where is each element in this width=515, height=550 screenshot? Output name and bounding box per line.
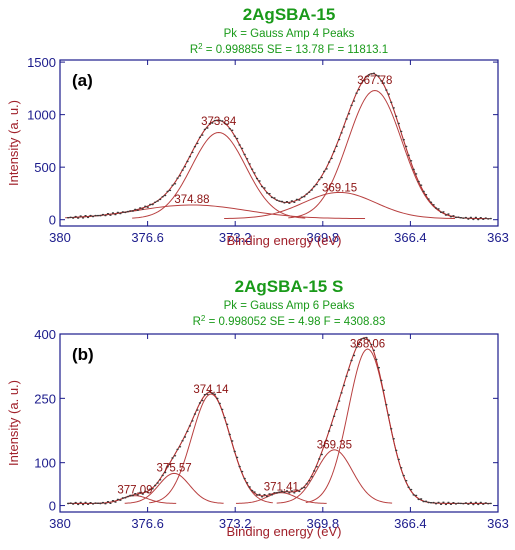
fit-statistics: R2 = 0.998855 SE = 13.78 F = 11813.1 [190, 42, 388, 57]
x-tick-label: 366.4 [394, 516, 427, 531]
y-tick-label: 500 [34, 160, 56, 175]
component-peak-curve [132, 131, 306, 219]
peak-label: 368.06 [350, 339, 385, 351]
peak-label: 377.09 [117, 485, 152, 497]
peak-label: 373.84 [201, 116, 237, 128]
peak-label: 374.14 [193, 384, 229, 396]
peak-label: 369.15 [322, 182, 357, 194]
y-tick-label: 250 [34, 391, 56, 406]
panel-label: (a) [72, 71, 93, 90]
x-tick-label: 376.6 [131, 230, 164, 245]
component-peak-curve [149, 393, 273, 504]
x-tick-label: 369.8 [307, 516, 340, 531]
raw-data-points [67, 336, 492, 506]
y-tick-label: 100 [34, 456, 56, 471]
x-tick-label: 373.2 [219, 230, 252, 245]
component-peak-curve [305, 348, 430, 503]
y-tick-label: 0 [49, 213, 56, 228]
panel-label: (b) [72, 345, 94, 364]
component-peak-curve [124, 472, 224, 504]
y-tick-label: 0 [49, 499, 56, 514]
raw-data-points [67, 72, 492, 221]
component-peak-curve [65, 204, 366, 220]
peak-label: 374.88 [174, 194, 209, 206]
component-peak-curve [224, 191, 455, 219]
x-tick-label: 369.8 [307, 230, 340, 245]
plot-frame [59, 333, 499, 513]
x-tick-label: 373.2 [219, 516, 252, 531]
y-tick-label: 400 [34, 327, 56, 342]
y-axis-label: Intensity (a. u.) [6, 100, 21, 186]
component-peak-curve [235, 492, 327, 504]
peak-label: 367.78 [357, 75, 392, 87]
x-tick-label: 380 [49, 516, 71, 531]
y-axis-label: Intensity (a. u.) [6, 380, 21, 466]
x-tick-label: 380 [49, 230, 71, 245]
x-tick-label: 363 [487, 516, 509, 531]
chart-title: 2AgSBA-15 [243, 5, 336, 24]
peak-label: 371.41 [264, 482, 299, 494]
envelope-fit-curve [67, 337, 491, 504]
component-peak-curve [276, 449, 393, 504]
y-tick-label: 1500 [27, 55, 56, 70]
y-tick-label: 1000 [27, 108, 56, 123]
plot-frame [59, 59, 499, 227]
envelope-fit-curve [67, 73, 491, 220]
peak-label: 375.57 [157, 462, 192, 474]
peak-label: 369.35 [317, 440, 352, 452]
fit-statistics: R2 = 0.998052 SE = 4.98 F = 4308.83 [193, 314, 386, 329]
x-tick-label: 363 [487, 230, 509, 245]
fit-description: Pk = Gauss Amp 6 Peaks [224, 300, 355, 312]
x-axis-label: Binding energy (eV) [227, 233, 342, 248]
chart-title: 2AgSBA-15 S [235, 277, 344, 296]
fit-description: Pk = Gauss Amp 4 Peaks [224, 28, 355, 40]
x-tick-label: 366.4 [394, 230, 427, 245]
x-tick-label: 376.6 [131, 516, 164, 531]
component-peak-curve [288, 89, 462, 219]
x-axis-label: Binding energy (eV) [227, 524, 342, 539]
